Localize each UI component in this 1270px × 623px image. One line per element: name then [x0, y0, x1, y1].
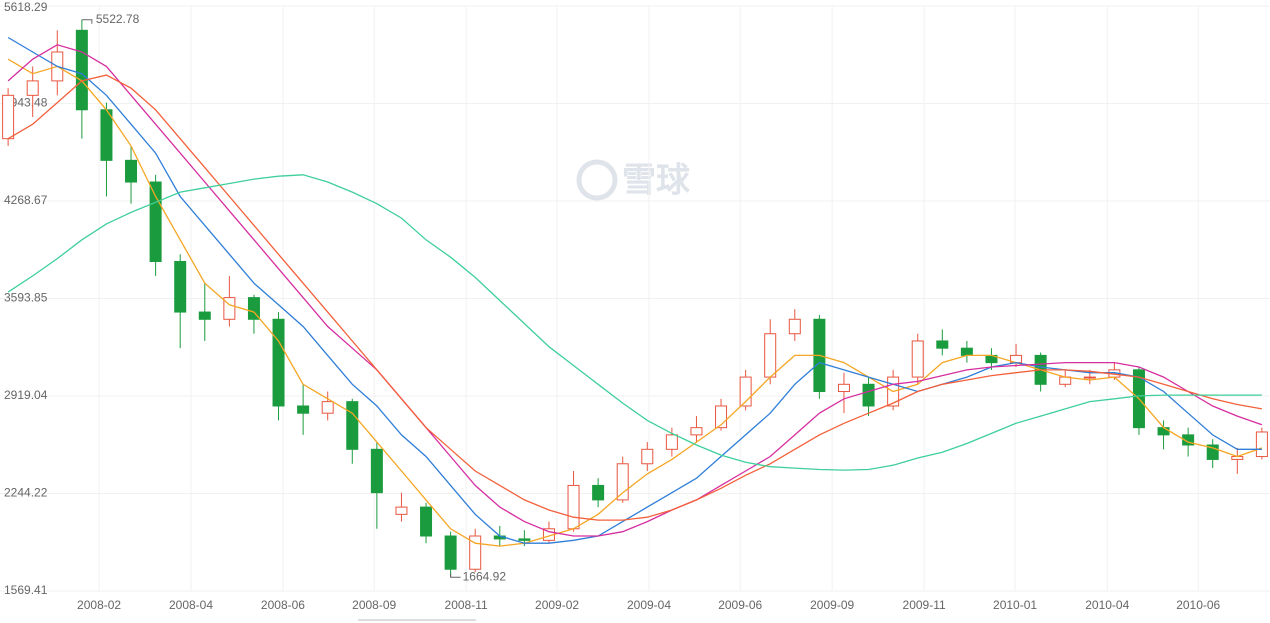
candle-body — [960, 347, 973, 356]
y-tick-label: 3593.85 — [4, 291, 48, 305]
grid — [0, 5, 1270, 592]
candle-body — [641, 448, 654, 465]
candle-body — [837, 383, 850, 393]
x-tick-label: 2010-01 — [993, 598, 1037, 612]
candle-body — [739, 376, 752, 407]
candle-body — [174, 260, 187, 313]
candle-body — [469, 535, 482, 570]
x-tick-label: 2008-06 — [261, 598, 305, 612]
candle-body — [911, 340, 924, 378]
x-tick-label: 2009-09 — [810, 598, 854, 612]
candle-body — [764, 333, 777, 378]
candle-body — [198, 311, 211, 320]
min-annotation: 1664.92 — [463, 569, 507, 583]
ma-line — [7, 58, 1263, 547]
candle-body — [149, 181, 162, 262]
candle-body — [125, 159, 138, 183]
scroll-bar — [358, 619, 476, 621]
y-tick-label: 4268.67 — [4, 193, 48, 207]
candle-body — [690, 427, 703, 436]
x-tick-label: 2008-11 — [445, 598, 488, 612]
ma-line — [7, 44, 1263, 537]
candle-body — [370, 448, 383, 494]
candle-body — [272, 318, 285, 407]
x-tick-label: 2008-04 — [169, 598, 213, 612]
candle-body — [1255, 431, 1268, 458]
x-tick-label: 2009-06 — [718, 598, 762, 612]
candle-body — [297, 405, 310, 414]
candle-body — [1157, 427, 1170, 436]
candle-body — [616, 463, 629, 501]
x-tick-label: 2010-06 — [1176, 598, 1220, 612]
candle-body — [862, 383, 875, 407]
candle-body — [665, 434, 678, 450]
annotation-leader — [81, 19, 93, 24]
candle-body — [444, 535, 457, 570]
x-tick-label: 2009-02 — [535, 598, 579, 612]
candle-body — [936, 340, 949, 349]
candle-body — [420, 506, 433, 537]
y-tick-label: 5618.29 — [4, 0, 48, 14]
watermark-icon — [576, 159, 618, 201]
candle-body — [247, 297, 260, 320]
x-tick-label: 2008-02 — [77, 598, 121, 612]
annotation-leader — [450, 573, 461, 578]
ma-line — [7, 36, 1262, 544]
candle-body — [395, 506, 408, 515]
candle-body — [75, 29, 88, 111]
y-tick-label: 2244.22 — [4, 486, 48, 500]
x-tick-label: 2009-04 — [627, 598, 671, 612]
x-tick-label: 2009-11 — [903, 598, 946, 612]
ma-line — [7, 174, 1262, 471]
candle-body — [715, 405, 728, 429]
candle-body — [1206, 444, 1219, 460]
candle-body — [346, 401, 359, 450]
candle-body — [321, 401, 334, 414]
x-tick-label: 2010-04 — [1085, 598, 1129, 612]
candle-body — [223, 297, 236, 320]
y-tick-label: 4943.48 — [4, 96, 48, 110]
candle-body — [592, 484, 605, 501]
candle-body — [100, 109, 113, 161]
candle-body — [788, 318, 801, 335]
max-annotation: 5522.78 — [96, 12, 140, 26]
watermark: 雪球 — [576, 159, 691, 201]
candle-body — [518, 538, 531, 541]
candle-body — [567, 484, 580, 530]
candle-body — [1083, 376, 1096, 379]
candle-body — [1182, 434, 1195, 446]
ma-line — [7, 74, 1263, 521]
watermark-text: 雪球 — [622, 161, 691, 201]
x-tick-label: 2008-09 — [352, 598, 396, 612]
y-tick-label: 1569.41 — [4, 583, 48, 597]
candle-body — [26, 80, 39, 96]
candle-body — [2, 94, 15, 140]
y-tick-label: 2919.04 — [4, 388, 48, 402]
